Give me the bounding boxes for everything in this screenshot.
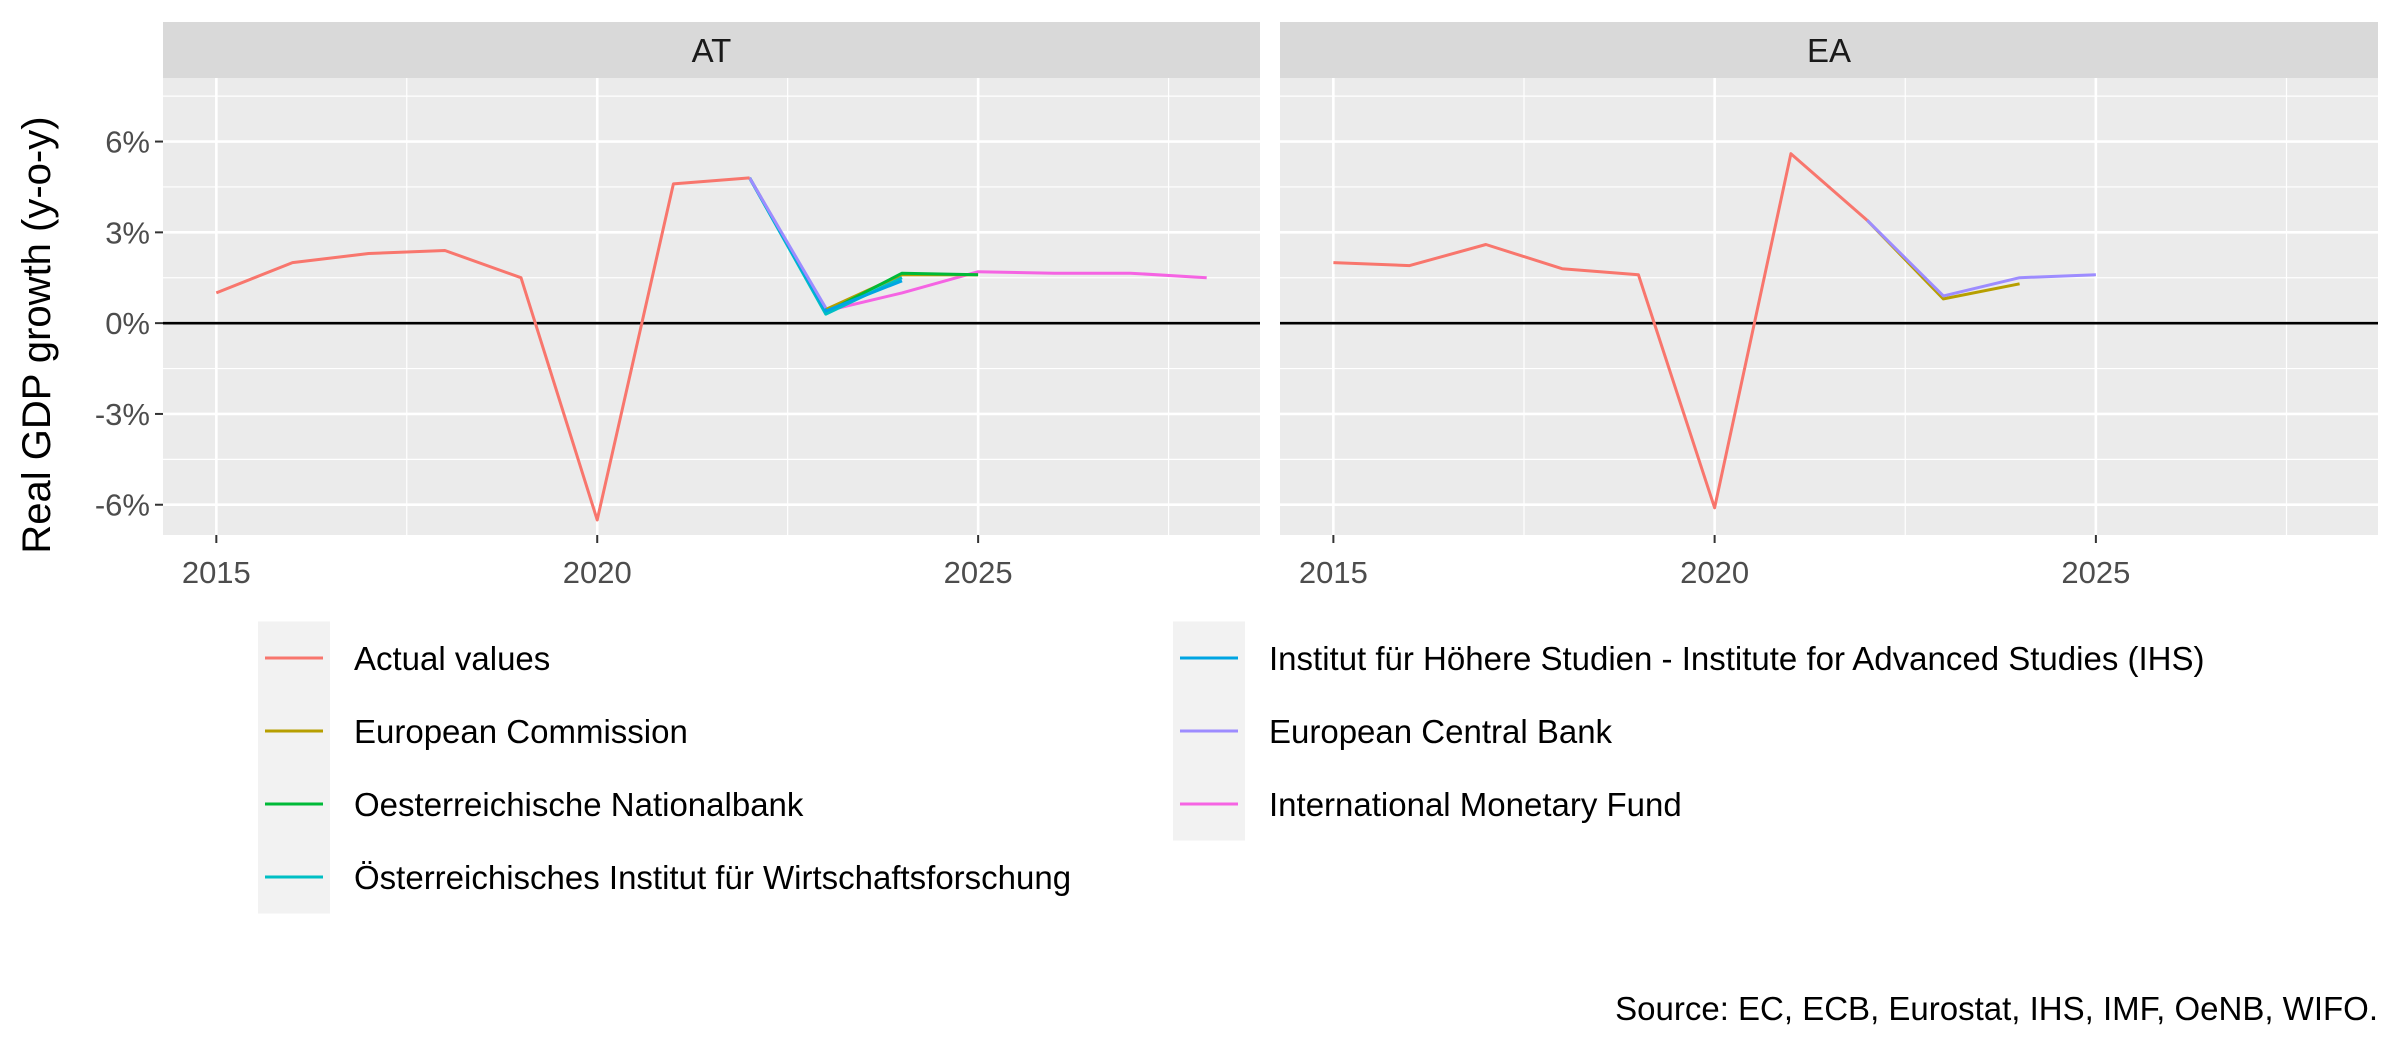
- series-line-actual-values: [215, 176, 750, 522]
- facet-strip: [163, 22, 1260, 78]
- series-line-actual-values: [1333, 152, 1869, 510]
- y-tick-label: 3%: [105, 215, 150, 250]
- x-tick-label: 2015: [182, 555, 251, 590]
- legend-label: Österreichisches Institut für Wirtschaft…: [354, 859, 1071, 896]
- plot-background: [1280, 78, 2378, 535]
- y-axis-title: Real GDP growth (y-o-y): [15, 116, 59, 553]
- legend-item: European Central Bank: [1173, 694, 1613, 768]
- series-line-european-central-bank: [748, 177, 828, 309]
- legend-label: Institut für Höhere Studien - Institute …: [1269, 640, 2204, 677]
- x-tick-label: 2020: [1680, 555, 1749, 590]
- legend-item: Oesterreichische Nationalbank: [258, 767, 804, 841]
- panel-at: AT 2015 2020 2025 -6% -3% 0% 3% 6%: [95, 22, 1260, 590]
- x-tick-label: 2015: [1299, 555, 1368, 590]
- legend-label: Actual values: [354, 640, 550, 677]
- legend-item: Österreichisches Institut für Wirtschaft…: [258, 840, 1071, 914]
- source-caption: Source: EC, ECB, Eurostat, IHS, IMF, OeN…: [1615, 990, 2378, 1027]
- x-tick-label: 2025: [2061, 555, 2130, 590]
- legend: Actual values European Commission Oesterre…: [258, 621, 2204, 914]
- x-tick-label: 2020: [563, 555, 632, 590]
- panel-ea: EA 2015 2020 2025: [1280, 22, 2378, 590]
- y-tick-label: 0%: [105, 306, 150, 341]
- facet-strip-label: AT: [692, 32, 732, 69]
- y-tick-label: 6%: [105, 125, 150, 160]
- legend-label: Oesterreichische Nationalbank: [354, 786, 804, 823]
- legend-item: Institut für Höhere Studien - Institute …: [1173, 621, 2204, 695]
- legend-label: International Monetary Fund: [1269, 786, 1682, 823]
- facet-panels: AT 2015 2020 2025 -6% -3% 0% 3% 6% EA 2015 2020 2025: [95, 22, 2378, 590]
- y-tick-label: -3%: [95, 397, 150, 432]
- legend-item: International Monetary Fund: [1173, 767, 1682, 841]
- facet-strip: [1280, 22, 2378, 78]
- legend-label: European Commission: [354, 713, 688, 750]
- x-tick-label: 2025: [944, 555, 1013, 590]
- legend-item: European Commission: [258, 694, 688, 768]
- y-tick-label: -6%: [95, 488, 150, 523]
- legend-item: Actual values: [258, 621, 550, 695]
- legend-label: European Central Bank: [1269, 713, 1613, 750]
- series-line-european-central-bank: [1866, 219, 2096, 298]
- plot-background: [163, 78, 1260, 535]
- facet-strip-label: EA: [1807, 32, 1851, 69]
